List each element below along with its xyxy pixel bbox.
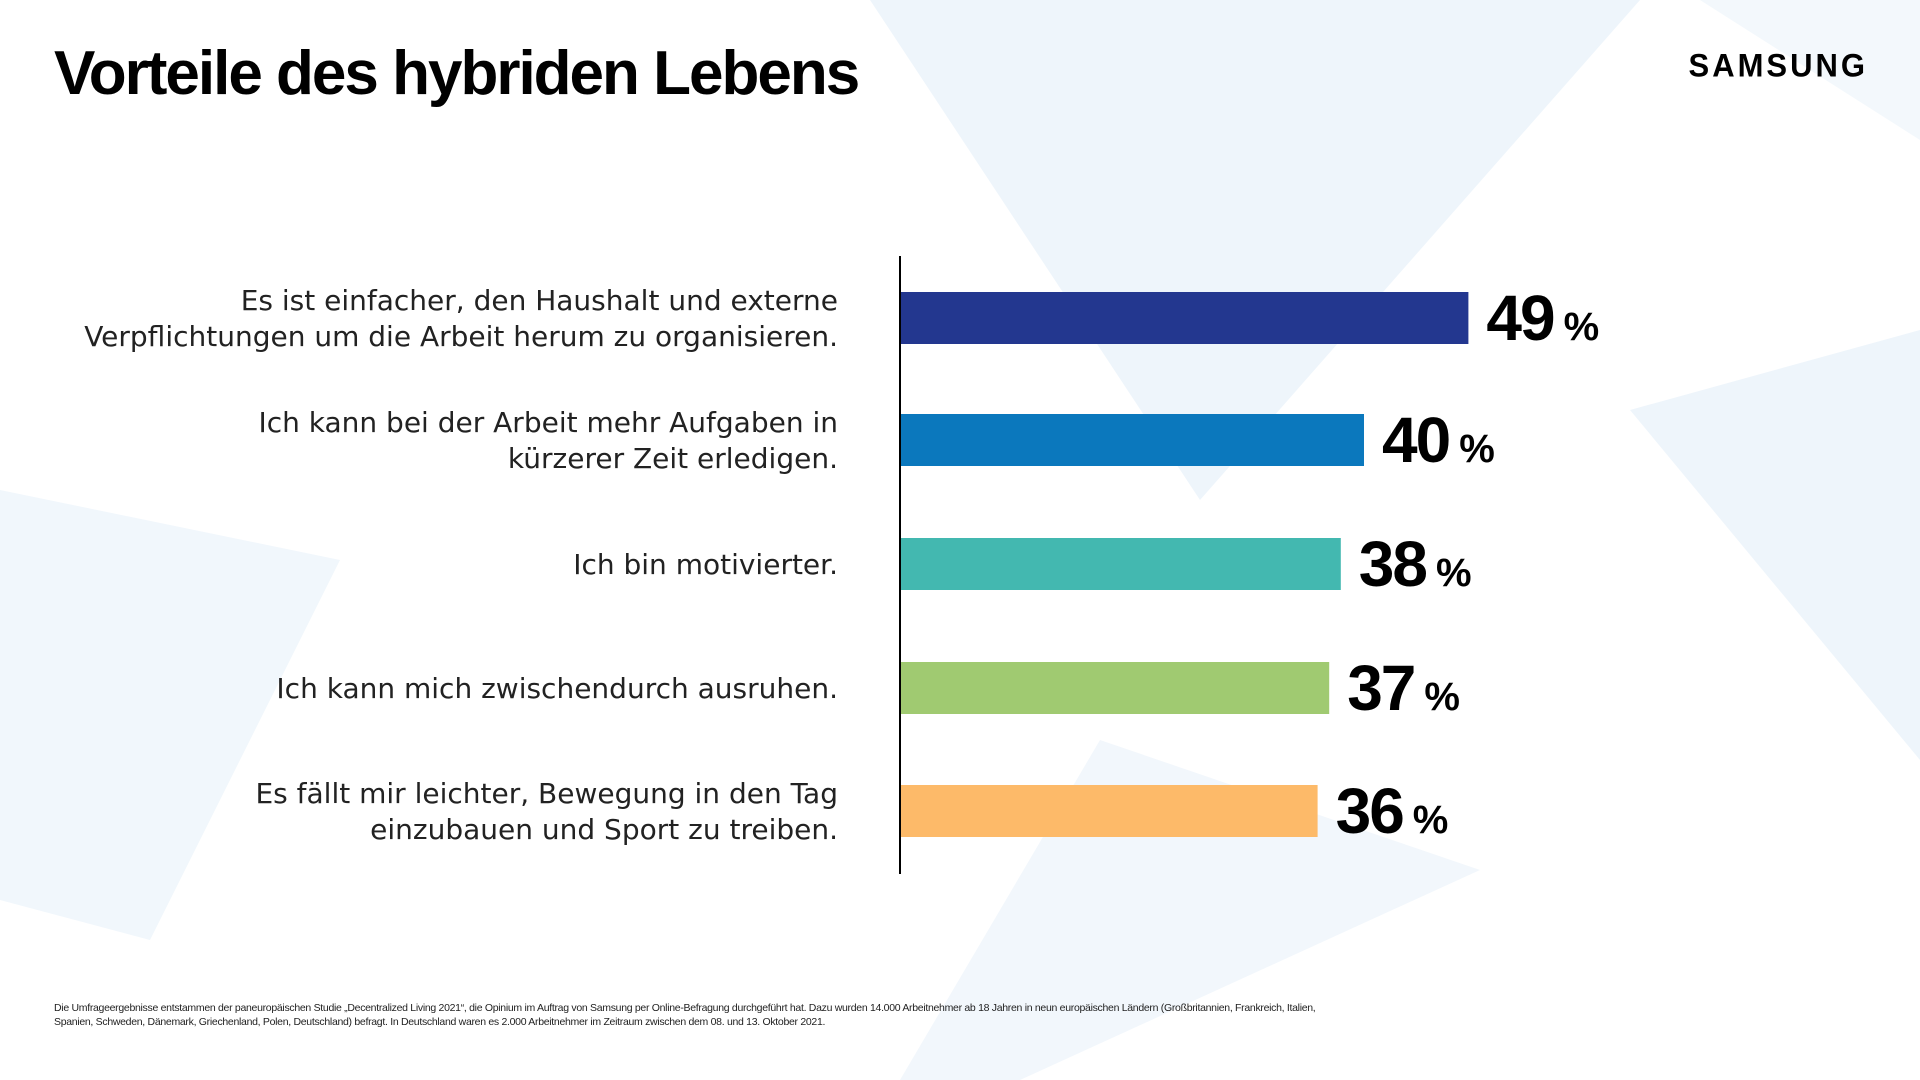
category-label-line: kürzerer Zeit erledigen. (508, 442, 838, 475)
category-label-line: Verpflichtungen um die Arbeit herum zu o… (84, 320, 838, 353)
background-shape (1630, 330, 1920, 760)
category-label-line: Ich kann mich zwischendurch ausruhen. (276, 672, 838, 705)
unit-label: % (1459, 427, 1494, 471)
value-label: 36% (1336, 775, 1448, 847)
background-shape (0, 490, 340, 940)
bar (900, 414, 1364, 466)
bar (900, 785, 1318, 837)
unit-label: % (1436, 551, 1471, 595)
category-label-line: Es fällt mir leichter, Bewegung in den T… (255, 777, 838, 810)
footnote: Die Umfrageergebnisse entstammen der pan… (54, 1002, 1316, 1028)
value-label: 37% (1347, 652, 1459, 724)
unit-label: % (1564, 305, 1599, 349)
background-shape (1700, 0, 1920, 140)
value-label: 38% (1359, 528, 1471, 600)
bar (900, 662, 1330, 714)
bar (900, 538, 1341, 590)
value-label: 40% (1382, 404, 1494, 476)
category-label: Ich kann mich zwischendurch ausruhen. (276, 672, 838, 705)
samsung-logo: SAMSUNG (1688, 47, 1868, 84)
unit-label: % (1413, 798, 1448, 842)
category-label-line: Ich bin motivierter. (573, 548, 838, 581)
category-label-line: Es ist einfacher, den Haushalt und exter… (241, 284, 838, 317)
value-label: 49% (1486, 282, 1598, 354)
background-shape (900, 740, 1480, 1080)
page-title: Vorteile des hybriden Lebens (54, 39, 860, 108)
category-label-line: Ich kann bei der Arbeit mehr Aufgaben in (258, 406, 838, 439)
unit-label: % (1424, 675, 1459, 719)
category-label: Es ist einfacher, den Haushalt und exter… (84, 284, 838, 353)
category-label: Ich kann bei der Arbeit mehr Aufgaben in… (258, 406, 838, 475)
background-shape (870, 0, 1640, 500)
bar (900, 292, 1469, 344)
category-label-line: einzubauen und Sport zu treiben. (370, 813, 838, 846)
category-label: Ich bin motivierter. (573, 548, 838, 581)
category-label: Es fällt mir leichter, Bewegung in den T… (255, 777, 838, 846)
